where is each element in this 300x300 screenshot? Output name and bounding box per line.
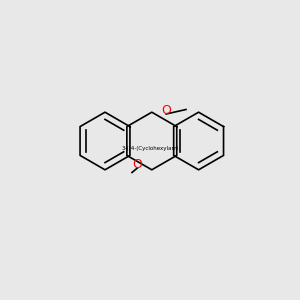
Text: O: O xyxy=(161,104,171,117)
Text: 3-((4-(Cyclohexylami: 3-((4-(Cyclohexylami xyxy=(121,146,179,151)
Text: O: O xyxy=(133,158,142,171)
